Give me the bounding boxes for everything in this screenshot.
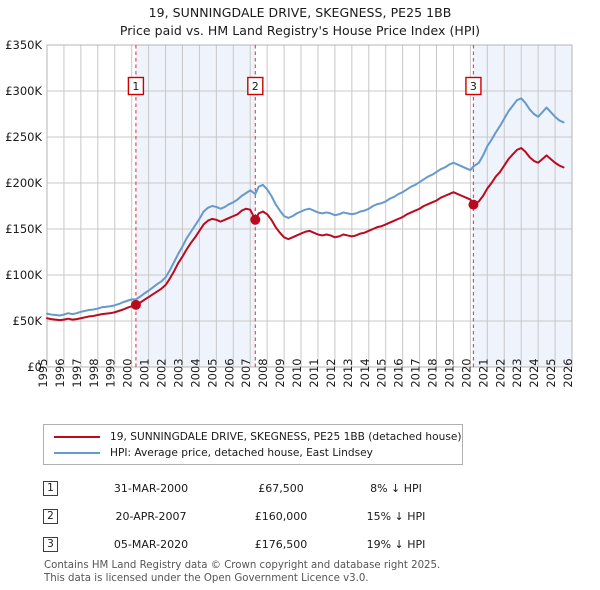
svg-text:£300K: £300K [5,84,42,98]
svg-text:2007: 2007 [239,358,253,387]
svg-text:2012: 2012 [324,358,338,387]
legend-label-property: 19, SUNNINGDALE DRIVE, SKEGNESS, PE25 1B… [110,431,462,443]
price-history-chart: £0 £50K £100K £150K £200K £250K £300K £350K 1995… [5,38,575,388]
footer-line-2: This data is licensed under the Open Gov… [44,572,369,584]
svg-text:2003: 2003 [171,358,185,387]
svg-text:2024: 2024 [527,358,541,387]
svg-text:2001: 2001 [138,358,152,387]
legend-item-property: 19, SUNNINGDALE DRIVE, SKEGNESS, PE25 1B… [54,429,462,445]
sale-date: 20-APR-2007 [115,509,187,523]
svg-text:2018: 2018 [426,358,440,387]
svg-text:2009: 2009 [273,358,287,387]
chart-gridlines [46,44,573,368]
svg-text:1997: 1997 [70,358,84,387]
table-row: 3 05-MAR-2020 £176,500 19% ↓ HPI [43,530,513,558]
table-row: 1 31-MAR-2000 £67,500 8% ↓ HPI [43,474,513,502]
title-line-2: Price paid vs. HM Land Registry's House … [119,23,481,38]
chart-shaded-spans [135,45,572,367]
annotation-marker-1: 1 [127,76,145,96]
sale-hpi-delta: 15% ↓ HPI [366,509,426,523]
sale-date: 05-MAR-2020 [113,537,189,551]
svg-text:2005: 2005 [205,358,219,387]
svg-text:2017: 2017 [409,358,423,387]
svg-text:£150K: £150K [5,222,42,236]
legend-swatch-property [54,436,100,438]
sale-hpi-delta: 19% ↓ HPI [366,537,426,551]
svg-text:£250K: £250K [5,130,42,144]
svg-text:2002: 2002 [155,358,169,387]
footer-line-1: Contains HM Land Registry data © Crown c… [44,560,441,571]
chart-sale-points [130,199,479,310]
svg-text:2019: 2019 [442,358,456,387]
page-title: 19, SUNNINGDALE DRIVE, SKEGNESS, PE25 1B… [0,4,600,40]
sale-price: £176,500 [254,537,308,551]
legend-item-hpi: HPI: Average price, detached house, East… [54,445,462,461]
sale-index-badge: 3 [43,536,58,552]
sale-price: £160,000 [254,509,308,523]
legend-label-hpi: HPI: Average price, detached house, East… [110,447,373,459]
svg-text:2008: 2008 [256,358,270,387]
svg-text:2014: 2014 [358,358,372,387]
sale-price: £67,500 [258,481,304,495]
svg-text:3: 3 [470,80,477,93]
sales-table: 1 31-MAR-2000 £67,500 8% ↓ HPI 2 20-APR-… [43,474,513,558]
sale-date: 31-MAR-2000 [113,481,189,495]
svg-text:£350K: £350K [5,38,42,52]
svg-text:2023: 2023 [510,358,524,387]
svg-text:2006: 2006 [222,358,236,387]
svg-text:2022: 2022 [493,358,507,387]
svg-text:2011: 2011 [307,358,321,387]
svg-text:1996: 1996 [53,358,67,387]
chart-axis-labels: £0 £50K £100K £150K £200K £250K £300K £350K 1995… [5,38,575,388]
svg-text:2: 2 [252,80,259,93]
svg-text:2026: 2026 [561,358,575,387]
chart-annotation-markers: 1 2 3 [127,76,482,96]
legend-swatch-hpi [54,452,100,454]
svg-text:2010: 2010 [290,358,304,387]
chart-legend: 19, SUNNINGDALE DRIVE, SKEGNESS, PE25 1B… [43,424,463,465]
svg-text:£0: £0 [27,360,42,374]
svg-text:£100K: £100K [5,268,42,282]
sale-index-badge: 1 [43,480,58,496]
footer-attribution: Contains HM Land Registry data © Crown c… [44,560,564,585]
svg-text:1: 1 [132,80,139,93]
annotation-marker-3: 3 [465,76,482,96]
sale-hpi-delta: 8% ↓ HPI [370,481,422,495]
annotation-marker-2: 2 [247,76,264,96]
svg-text:2016: 2016 [392,358,406,387]
svg-text:£50K: £50K [13,314,43,328]
svg-text:2013: 2013 [341,358,355,387]
sale-index-badge: 2 [43,508,58,524]
svg-text:2015: 2015 [375,358,389,387]
svg-text:1998: 1998 [87,358,101,387]
title-line-1: 19, SUNNINGDALE DRIVE, SKEGNESS, PE25 1B… [148,5,452,20]
svg-text:1995: 1995 [36,358,50,387]
chart-event-lines [135,45,475,367]
svg-text:2000: 2000 [121,358,135,387]
svg-text:2025: 2025 [544,358,558,387]
svg-text:2020: 2020 [459,358,473,387]
svg-text:£200K: £200K [5,176,42,190]
svg-text:2021: 2021 [476,358,490,387]
svg-text:2004: 2004 [188,358,202,387]
svg-text:1999: 1999 [104,358,118,387]
table-row: 2 20-APR-2007 £160,000 15% ↓ HPI [43,502,513,530]
